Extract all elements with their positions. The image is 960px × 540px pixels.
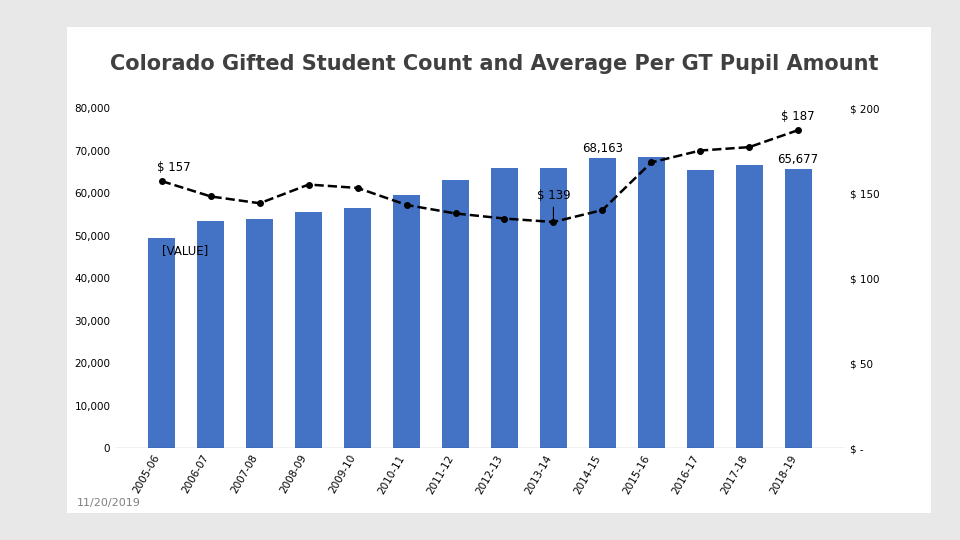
Bar — [247, 219, 274, 448]
Text: 68,163: 68,163 — [582, 142, 623, 155]
Bar — [393, 195, 420, 448]
Text: 65,677: 65,677 — [778, 152, 819, 165]
Bar — [540, 167, 567, 448]
Text: Colorado Gifted Student Count and Average Per GT Pupil Amount: Colorado Gifted Student Count and Averag… — [110, 54, 878, 74]
Bar — [149, 238, 176, 448]
Bar — [491, 167, 518, 448]
Text: $ 157: $ 157 — [156, 161, 190, 174]
Bar — [637, 157, 664, 448]
Text: $ 187: $ 187 — [781, 110, 815, 123]
Bar — [442, 180, 469, 448]
Bar — [735, 165, 762, 448]
Bar — [686, 170, 713, 448]
Text: $ 139: $ 139 — [537, 188, 570, 219]
Bar — [345, 208, 372, 448]
Text: 11/20/2019: 11/20/2019 — [77, 497, 141, 508]
Bar — [198, 221, 225, 448]
Text: [VALUE]: [VALUE] — [162, 244, 208, 257]
Bar — [784, 169, 811, 448]
Bar — [588, 158, 615, 448]
Bar — [296, 212, 323, 448]
